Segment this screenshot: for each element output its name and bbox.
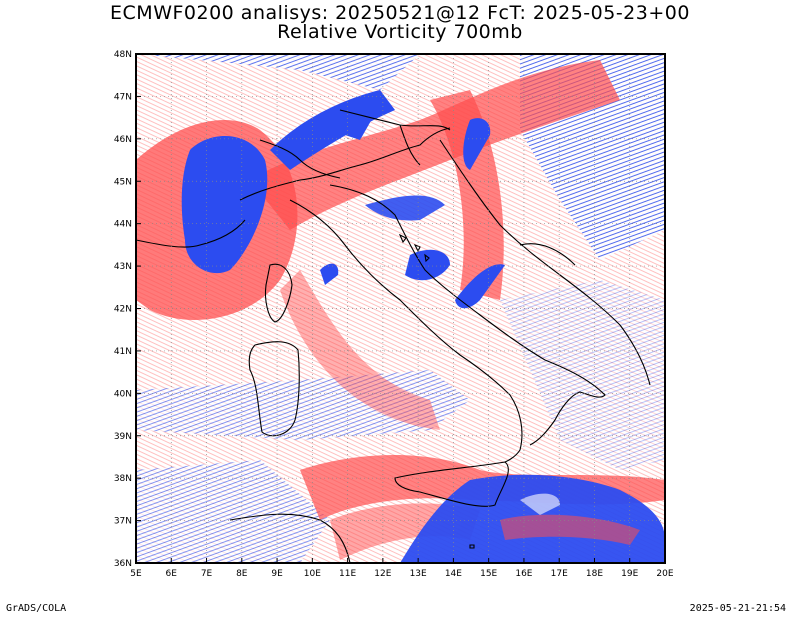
x-tick-label: 5E bbox=[130, 569, 142, 579]
axis-ticks bbox=[135, 53, 666, 564]
y-tick-label: 36N bbox=[114, 559, 132, 569]
y-tick-label: 44N bbox=[114, 220, 132, 230]
positive-vorticity-region bbox=[280, 270, 440, 430]
vorticity-field bbox=[136, 54, 665, 563]
negative-vorticity-core bbox=[405, 249, 450, 281]
negative-vorticity-region bbox=[136, 370, 470, 440]
negative-vorticity-core bbox=[463, 118, 491, 170]
negative-vorticity-core bbox=[320, 263, 339, 285]
x-tick-label: 13E bbox=[410, 569, 427, 579]
x-tick-label: 7E bbox=[201, 569, 213, 579]
x-tick-label: 16E bbox=[515, 569, 532, 579]
negative-vorticity-core bbox=[365, 195, 445, 221]
negative-vorticity-region bbox=[136, 460, 330, 563]
x-tick-label: 11E bbox=[339, 569, 356, 579]
negative-vorticity-core bbox=[330, 103, 380, 140]
x-tick-label: 12E bbox=[374, 569, 391, 579]
negative-vorticity-core bbox=[455, 264, 505, 309]
graticule bbox=[136, 54, 665, 563]
y-tick-label: 38N bbox=[114, 474, 132, 484]
y-tick-label: 48N bbox=[114, 50, 132, 60]
positive-vorticity-region bbox=[500, 514, 640, 545]
y-tick-label: 46N bbox=[114, 135, 132, 145]
x-tick-label: 14E bbox=[445, 569, 462, 579]
y-tick-label: 39N bbox=[114, 432, 132, 442]
footer-timestamp: 2025-05-21-21:54 bbox=[689, 603, 786, 614]
chart-title: ECMWF0200 analisys: 20250521@12 FcT: 202… bbox=[110, 2, 690, 24]
x-tick-label: 20E bbox=[656, 569, 673, 579]
negative-vorticity-core bbox=[181, 136, 268, 274]
x-tick-label: 19E bbox=[621, 569, 638, 579]
y-tick-label: 42N bbox=[114, 305, 132, 315]
coastlines bbox=[136, 109, 651, 563]
latitude-axis: 36N 37N 38N 39N 40N 41N 42N 43N 44N 45N 46N 47N 48N bbox=[114, 50, 132, 569]
y-tick-label: 45N bbox=[114, 177, 132, 187]
x-tick-label: 17E bbox=[551, 569, 568, 579]
x-tick-label: 9E bbox=[271, 569, 283, 579]
x-tick-label: 8E bbox=[236, 569, 248, 579]
x-tick-label: 15E bbox=[480, 569, 497, 579]
y-tick-label: 40N bbox=[114, 389, 132, 399]
y-tick-label: 47N bbox=[114, 92, 132, 102]
negative-vorticity-region bbox=[500, 280, 665, 470]
chart-subtitle: Relative Vorticity 700mb bbox=[277, 21, 523, 43]
y-tick-label: 43N bbox=[114, 262, 132, 272]
longitude-axis: 5E 6E 7E 8E 9E 10E 11E 12E 13E 14E 15E 16E 17E 18E 19E… bbox=[130, 569, 674, 579]
x-tick-label: 10E bbox=[304, 569, 321, 579]
negative-vorticity-region bbox=[136, 54, 420, 90]
x-tick-label: 6E bbox=[166, 569, 178, 579]
footer-credit: GrADS/COLA bbox=[6, 603, 67, 614]
y-tick-label: 37N bbox=[114, 517, 132, 527]
y-tick-label: 41N bbox=[114, 347, 132, 357]
x-tick-label: 18E bbox=[586, 569, 603, 579]
